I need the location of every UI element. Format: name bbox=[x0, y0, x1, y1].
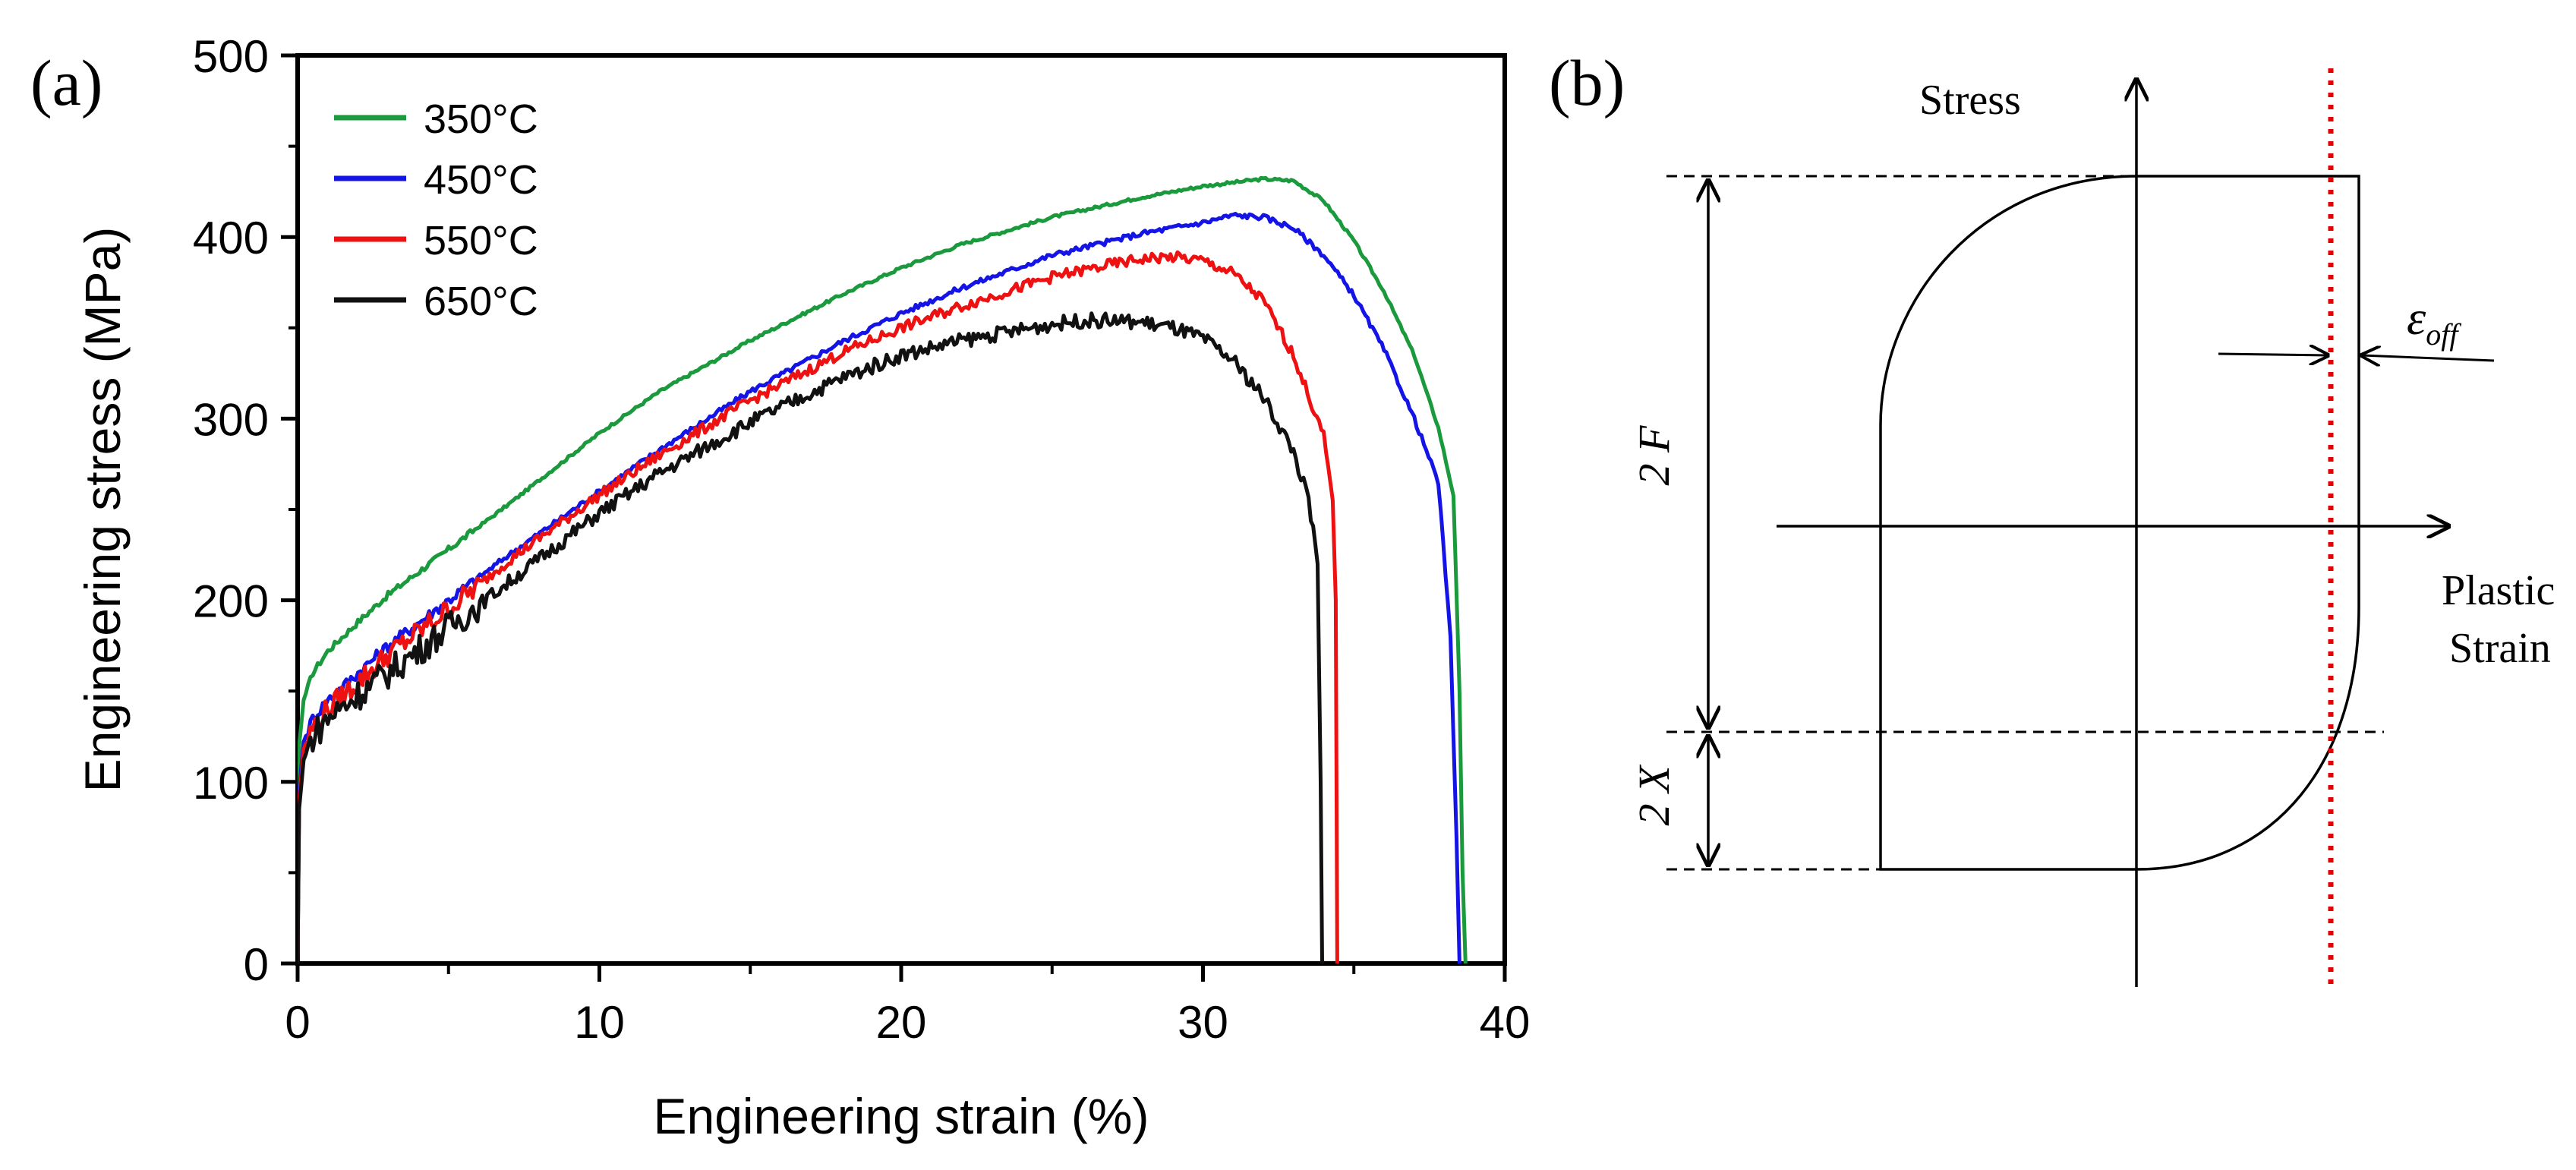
x-tick-label: 20 bbox=[876, 997, 927, 1048]
stress-axis-label: Stress bbox=[1919, 77, 2021, 124]
panel-b: (b) Stress Plastic Strain 2 F 2 X εoff bbox=[1549, 46, 2555, 991]
legend-label-450C: 450°C bbox=[424, 157, 538, 203]
y-tick-label: 0 bbox=[244, 939, 269, 990]
panel-a-label: (a) bbox=[30, 46, 102, 119]
x-tick-label: 10 bbox=[574, 997, 625, 1048]
x-axis-ticks: 0 10 20 30 40 bbox=[285, 963, 1530, 1048]
legend-label-350C: 350°C bbox=[424, 96, 538, 142]
y-tick-label: 100 bbox=[193, 758, 269, 809]
legend: 350°C 450°C 550°C 650°C bbox=[334, 96, 538, 324]
panel-a: (a) 0 100 200 300 400 500 0 10 20 30 40 Engineeri… bbox=[30, 31, 1530, 1144]
dimension-2x-label: 2 X bbox=[1629, 764, 1679, 826]
strain-axis-label-line1: Plastic bbox=[2442, 567, 2555, 614]
eps-off-subscript: off bbox=[2426, 317, 2461, 352]
x-tick-label: 30 bbox=[1178, 997, 1228, 1048]
series-line-550C bbox=[298, 250, 1339, 964]
eps-off-arrow-left bbox=[2218, 354, 2328, 355]
y-tick-label: 400 bbox=[193, 213, 269, 263]
eps-off-symbol: ε bbox=[2407, 291, 2426, 345]
y-axis-ticks: 0 100 200 300 400 500 bbox=[193, 31, 298, 990]
eps-off-arrow-right bbox=[2362, 355, 2495, 361]
series-line-450C bbox=[298, 212, 1461, 964]
y-tick-label: 200 bbox=[193, 576, 269, 627]
legend-label-550C: 550°C bbox=[424, 218, 538, 263]
strain-axis-label-line2: Strain bbox=[2449, 625, 2551, 672]
eps-off-label: εoff bbox=[2407, 291, 2461, 352]
y-tick-label: 300 bbox=[193, 394, 269, 445]
x-tick-label: 0 bbox=[285, 997, 310, 1048]
panel-b-label: (b) bbox=[1549, 46, 1625, 119]
x-axis-label: Engineering strain (%) bbox=[654, 1088, 1149, 1144]
yield-surface-curve bbox=[1879, 175, 2360, 871]
series-lines bbox=[298, 175, 1468, 964]
y-tick-label: 500 bbox=[193, 31, 269, 82]
x-tick-label: 40 bbox=[1480, 997, 1531, 1048]
dimension-2f-label: 2 F bbox=[1629, 425, 1679, 486]
series-line-650C bbox=[298, 311, 1324, 964]
series-line-350C bbox=[298, 175, 1468, 964]
y-axis-label: Engineering stress (MPa) bbox=[74, 227, 131, 793]
legend-label-650C: 650°C bbox=[424, 279, 538, 324]
